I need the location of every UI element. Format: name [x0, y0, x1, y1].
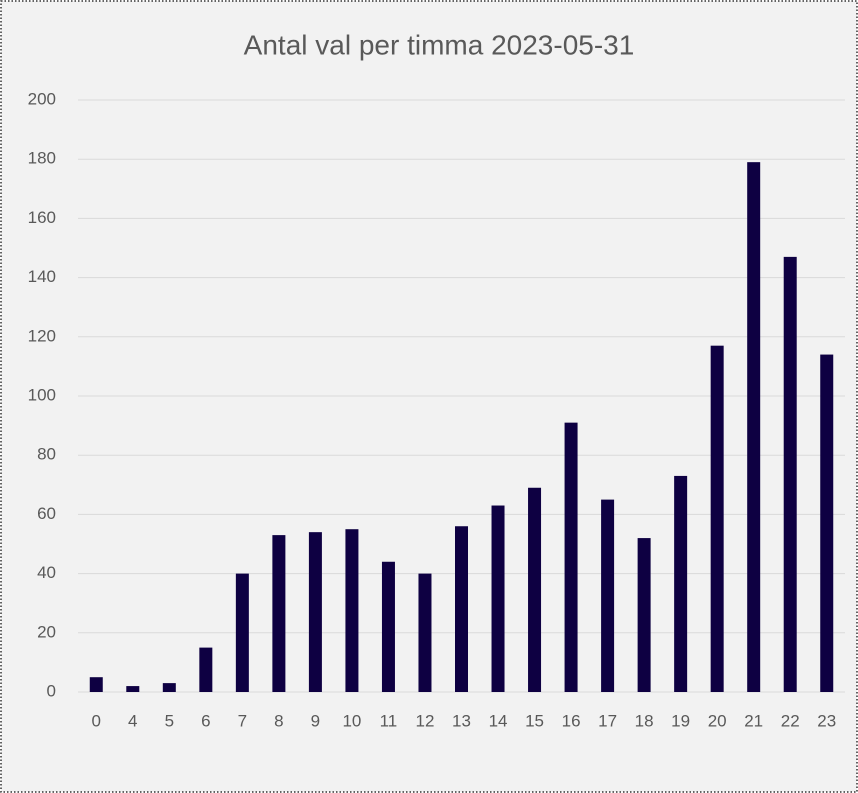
x-tick-label: 19	[671, 711, 690, 730]
y-tick-label: 140	[28, 267, 56, 286]
bar	[418, 573, 432, 692]
y-tick-label: 100	[28, 385, 56, 404]
x-tick-label: 18	[635, 711, 654, 730]
bar	[235, 573, 249, 692]
x-tick-label: 20	[708, 711, 727, 730]
bar	[637, 538, 651, 692]
bar	[89, 677, 103, 692]
x-tick-label: 12	[416, 711, 435, 730]
y-tick-label: 160	[28, 208, 56, 227]
x-tick-label: 0	[92, 711, 101, 730]
x-tick-label: 13	[452, 711, 471, 730]
bar	[381, 561, 395, 692]
x-tick-label: 22	[781, 711, 800, 730]
bar	[455, 526, 468, 692]
x-tick-label: 11	[380, 711, 398, 730]
bar	[601, 499, 615, 692]
chart-title: Antal val per timma 2023-05-31	[244, 29, 635, 60]
x-tick-label: 23	[817, 711, 836, 730]
x-tick-label: 8	[274, 711, 283, 730]
x-tick-label: 10	[342, 711, 361, 730]
y-tick-label: 20	[37, 622, 56, 641]
bar	[126, 686, 140, 692]
bar	[491, 505, 505, 692]
x-tick-label: 4	[128, 711, 137, 730]
bar	[564, 422, 578, 692]
y-tick-label: 120	[28, 326, 56, 345]
x-tick-label: 21	[744, 711, 763, 730]
bar	[272, 535, 286, 692]
y-tick-label: 60	[37, 504, 56, 523]
x-tick-label: 14	[489, 711, 508, 730]
bar	[674, 475, 688, 692]
y-tick-label: 0	[47, 681, 56, 700]
bar	[308, 532, 322, 692]
bar	[747, 162, 761, 692]
bar	[528, 487, 542, 692]
bar	[820, 354, 834, 692]
x-tick-label: 16	[562, 711, 581, 730]
x-tick-label: 7	[238, 711, 247, 730]
bar	[162, 683, 176, 692]
y-tick-label: 40	[37, 563, 56, 582]
y-tick-label: 180	[28, 149, 56, 168]
bar	[710, 345, 724, 692]
y-tick-label: 80	[37, 445, 56, 464]
x-tick-label: 17	[598, 711, 617, 730]
x-tick-label: 15	[525, 711, 544, 730]
x-tick-label: 5	[165, 711, 174, 730]
bar	[345, 529, 359, 692]
y-tick-label: 200	[28, 89, 56, 108]
bar	[199, 647, 213, 692]
bar	[783, 256, 797, 692]
x-tick-label: 9	[311, 711, 320, 730]
x-tick-label: 6	[201, 711, 210, 730]
